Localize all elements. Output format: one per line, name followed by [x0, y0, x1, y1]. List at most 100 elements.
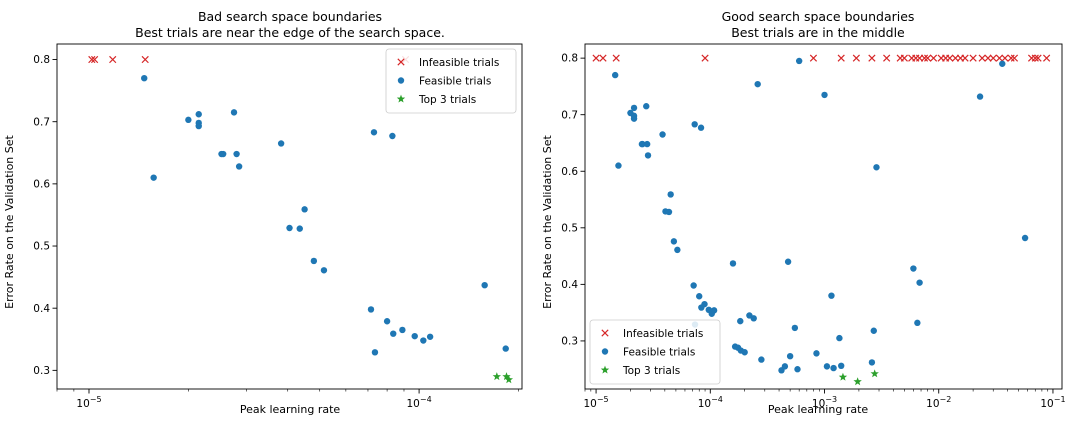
feasible-trial-point [150, 174, 157, 181]
top-trial-star [504, 375, 514, 384]
top-trial-star [853, 377, 862, 386]
chart-title: Good search space boundaries [722, 9, 915, 24]
top-trial-star [492, 372, 502, 381]
feasible-trial-point [873, 164, 880, 171]
axes-frame [56, 43, 523, 390]
feasible-trial-point [696, 293, 703, 300]
infeasible-trial-marker [612, 54, 620, 62]
infeasible-trial-marker [978, 54, 986, 62]
y-tick-label: 0.4 [561, 279, 578, 291]
y-tick-label: 0.4 [33, 303, 50, 315]
infeasible-trial-marker [809, 54, 818, 62]
feasible-trial-point [794, 366, 801, 373]
legend: Infeasible trials Feasible trials Top 3 tr… [385, 48, 517, 114]
infeasible-trial-marker [883, 54, 891, 62]
feasible-trial-point [868, 359, 876, 366]
infeasible-trial-marker [995, 54, 1004, 62]
infeasible-trial-marker [868, 54, 876, 62]
feasible-trial-point [754, 80, 761, 88]
feasible-trial-point [195, 122, 202, 130]
y-axis-label: Error Rate on the Validation Set [541, 134, 554, 308]
feasible-trial-point [659, 131, 666, 138]
y-tick-label: 0.6 [33, 178, 50, 190]
feasible-trial-point [310, 257, 318, 265]
infeasible-trial-marker [1007, 54, 1015, 62]
feasible-trial-point [910, 265, 917, 272]
infeasible-trial-marker [924, 54, 932, 62]
feasible-trial-point [615, 162, 622, 169]
x-tick-label: 10−5 [76, 395, 101, 410]
infeasible-trial-marker [141, 55, 149, 64]
axes-frame [584, 43, 1063, 390]
feasible-trial-point [233, 150, 240, 158]
feasible-trial-point [701, 300, 708, 308]
x-tick-label: 10−1 [1040, 395, 1065, 410]
infeasible-trial-marker [1031, 54, 1039, 62]
infeasible-trial-marker [109, 55, 117, 64]
feasible-trial-point [784, 258, 792, 265]
legend-marker [397, 58, 405, 66]
y-tick-label: 0.3 [33, 365, 50, 377]
chart-subtitle: Best trials are near the edge of the sea… [135, 25, 445, 40]
infeasible-trial-marker [837, 54, 845, 62]
legend-marker [601, 329, 609, 337]
top-trial-star [502, 372, 511, 381]
legend-label: Feasible trials [419, 75, 491, 87]
feasible-trial-point [230, 109, 238, 116]
feasible-trial-point [141, 74, 148, 82]
feasible-trial-point [690, 282, 697, 289]
feasible-trial-point [999, 60, 1006, 67]
feasible-trial-point [691, 121, 698, 128]
infeasible-trial-marker [88, 55, 96, 64]
feasible-trial-point [758, 356, 765, 363]
infeasible-trial-marker [984, 54, 992, 62]
feasible-trial-point [320, 267, 328, 274]
y-axis-label: Error Rate on the Validation Set [3, 134, 16, 308]
top-trial-star [838, 372, 848, 381]
legend-label: Feasible trials [623, 346, 695, 358]
x-tick-label: 10−4 [407, 395, 432, 410]
feasible-trial-point [367, 306, 375, 313]
feasible-trial-point [630, 104, 638, 112]
y-tick-label: 0.8 [33, 54, 50, 66]
feasible-trial-point [643, 140, 651, 148]
x-tick-label: 10−4 [698, 395, 723, 410]
axes-area: 10−5 10−4 10−3 10−2 10−1 0.3 0.4 0.5 0.6 0.7 0.8 In… [561, 43, 1066, 410]
legend-marker [601, 348, 609, 355]
x-axis-label: Peak learning rate [768, 403, 869, 416]
feasible-trial-point [643, 103, 650, 110]
infeasible-trial-marker [920, 54, 929, 62]
feasible-trial-point [786, 352, 794, 360]
feasible-trial-point [914, 319, 921, 327]
panel-good-search-space: Good search space boundaries Best trials… [541, 9, 1066, 416]
feasible-trial-point [737, 317, 744, 325]
y-tick-label: 0.6 [561, 166, 578, 178]
feasible-trial-point [729, 260, 737, 267]
top-trial-star [870, 369, 879, 378]
infeasible-trial-marker [852, 54, 860, 62]
feasible-trial-point [916, 279, 923, 286]
feasible-trial-point [828, 292, 835, 299]
feasible-trial-point [301, 206, 308, 213]
feasible-trial-point [390, 330, 397, 337]
feasible-trial-point [710, 307, 718, 314]
panel-bad-search-space: Bad search space boundaries Best trials … [3, 9, 523, 416]
legend-box [589, 319, 721, 385]
feasible-trial-point [219, 150, 227, 158]
y-tick-label: 0.5 [561, 222, 578, 234]
feasible-trial-point [781, 363, 789, 370]
x-axis-label: Peak learning rate [240, 403, 341, 416]
legend-marker [397, 77, 405, 84]
legend-label: Top 3 trials [622, 365, 680, 377]
feasible-trial-point [502, 345, 509, 352]
y-tick-label: 0.3 [561, 336, 578, 348]
feasible-trial-point [296, 225, 303, 232]
feasible-trial-point [235, 163, 243, 170]
feasible-trial-point [821, 91, 828, 99]
feasible-trial-point [667, 191, 674, 198]
feasible-trial-point [420, 337, 427, 344]
feasible-trial-point [665, 208, 673, 216]
legend: Infeasible trials Feasible trials Top 3 tr… [589, 319, 721, 385]
feasible-trial-point [813, 350, 820, 357]
